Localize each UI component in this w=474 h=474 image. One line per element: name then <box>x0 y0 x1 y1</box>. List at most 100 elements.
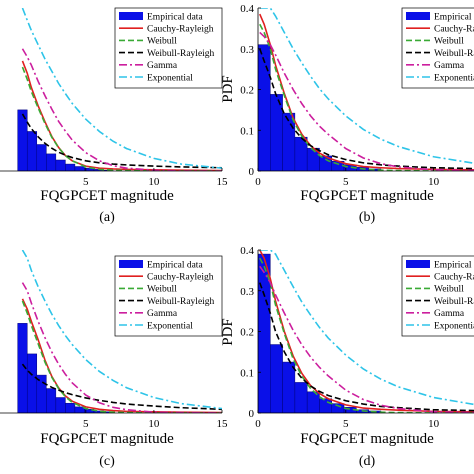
legend-label: Weibull-Rayleigh <box>434 49 474 59</box>
legend-label: Weibull <box>434 37 464 47</box>
x-tick-label: 5 <box>343 176 349 188</box>
empirical-bar <box>74 166 85 171</box>
x-tick-label: 0 <box>255 418 261 430</box>
legend-label: Weibull <box>147 37 177 47</box>
empirical-bar <box>319 398 333 413</box>
x-axis-label: FQGPCET magnitude <box>300 431 434 447</box>
empirical-bar <box>26 353 38 413</box>
empirical-bar <box>55 397 66 413</box>
legend-label: Weibull <box>434 285 464 295</box>
series-line-weibull <box>259 257 474 413</box>
legend: Empirical data Cauchy-Rayleigh Weibull Weib… <box>114 7 223 89</box>
legend-label: Cauchy-Rayleigh <box>147 273 214 283</box>
series-line-exponential <box>259 250 474 406</box>
legend-swatch-empirical <box>119 260 143 268</box>
panel-caption: (a) <box>99 210 115 225</box>
y-tick-label: 0.1 <box>240 367 254 379</box>
legend-label: Gamma <box>434 309 465 319</box>
y-tick-label: 0.4 <box>240 245 254 257</box>
empirical-bar <box>65 163 76 171</box>
y-tick-label: 0.3 <box>240 286 254 298</box>
series-line-gamma <box>21 48 222 171</box>
panel-caption: (b) <box>359 210 376 225</box>
panel-caption: (d) <box>359 454 376 469</box>
x-axis-label: FQGPCET magnitude <box>40 188 174 204</box>
empirical-bar <box>46 153 57 171</box>
empirical-bar <box>294 136 308 171</box>
empirical-bar <box>282 361 296 413</box>
empirical-bar <box>258 44 271 171</box>
y-tick-label: 0.3 <box>240 44 254 56</box>
x-tick-label: 10 <box>148 176 160 188</box>
legend-label: Exponential <box>147 73 193 83</box>
legend-label: Empirical data <box>434 260 474 270</box>
legend-box <box>114 7 223 89</box>
series-line-exponential <box>21 250 222 410</box>
legend-label: Gamma <box>147 309 178 319</box>
y-axis-label: PDF <box>220 75 236 103</box>
legend-label: Exponential <box>434 321 474 331</box>
legend-label: Empirical data <box>434 12 474 22</box>
panel-d: 0 5 10 0 0.1 0.2 0.3 0.4 PDF FQGPCET magnitude (d)… <box>220 245 474 469</box>
legend-label: Empirical data <box>147 12 203 22</box>
plot-area <box>17 8 222 171</box>
empirical-bar <box>270 94 283 171</box>
y-tick-label: 0.2 <box>240 85 254 97</box>
empirical-bar <box>26 131 38 171</box>
legend-box <box>401 7 474 89</box>
legend-label: Weibull-Rayleigh <box>147 49 215 59</box>
legend-box <box>401 255 474 337</box>
empirical-bar <box>17 109 28 171</box>
empirical-bar <box>36 144 47 171</box>
legend-label: Gamma <box>434 61 465 71</box>
plot-area <box>258 8 474 171</box>
x-tick-label: 5 <box>343 418 349 430</box>
y-tick-label: 0.2 <box>240 327 254 339</box>
y-axis-label: PDF <box>220 318 236 346</box>
x-tick-label: 10 <box>428 176 440 188</box>
series-line-exponential <box>21 8 222 169</box>
panel-a: 5 10 15 FQGPCET magnitude (a) Empirical data C… <box>0 7 228 225</box>
empirical-bar <box>270 344 283 413</box>
legend-label: Exponential <box>434 73 474 83</box>
y-tick-label: 0 <box>249 408 255 420</box>
legend: Empirical data Cauchy-Rayleigh Weibull Weib… <box>114 255 223 337</box>
legend-label: Weibull <box>147 285 177 295</box>
empirical-bar <box>36 374 47 413</box>
legend-swatch-empirical <box>119 12 143 20</box>
legend: Empirical data Cauchy-Rayleigh Weibull Weib… <box>401 255 474 337</box>
x-tick-label: 15 <box>217 418 229 430</box>
legend-label: Empirical data <box>147 260 203 270</box>
empirical-bar <box>258 253 271 413</box>
panel-b: 0 5 10 0 0.1 0.2 0.3 0.4 PDF FQGPCET magnitude (b)… <box>220 3 474 225</box>
empirical-bar <box>46 388 57 413</box>
x-tick-label: 5 <box>83 176 89 188</box>
series-line-gamma <box>21 282 222 413</box>
legend-swatch-empirical <box>406 12 430 20</box>
series-line-weibull <box>21 66 222 171</box>
series-line-weibull-rayleigh <box>259 282 474 412</box>
empirical-bar <box>294 382 308 413</box>
legend-label: Weibull-Rayleigh <box>147 297 215 307</box>
empirical-bar <box>55 159 66 171</box>
panel-c: 5 10 15 FQGPCET magnitude (c) Empirical data C… <box>0 250 228 469</box>
y-tick-label: 0.4 <box>240 3 254 15</box>
legend-label: Cauchy-Rayleigh <box>147 25 214 35</box>
legend-box <box>114 255 223 337</box>
series-line-weibull <box>259 23 474 171</box>
legend-label: Weibull-Rayleigh <box>434 297 474 307</box>
legend-label: Cauchy-Rayleigh <box>434 25 474 35</box>
empirical-bar <box>306 391 320 413</box>
series-line-gamma <box>259 31 474 171</box>
series-line-weibull-rayleigh <box>21 113 222 169</box>
empirical-bar <box>65 402 76 413</box>
x-tick-label: 10 <box>428 418 440 430</box>
legend-label: Cauchy-Rayleigh <box>434 273 474 283</box>
y-tick-label: 0.1 <box>240 125 254 137</box>
legend-label: Gamma <box>147 61 178 71</box>
legend-swatch-empirical <box>406 260 430 268</box>
legend-label: Exponential <box>147 321 193 331</box>
series-line-cauchy-rayleigh <box>259 13 474 171</box>
series-line-exponential <box>259 8 474 165</box>
